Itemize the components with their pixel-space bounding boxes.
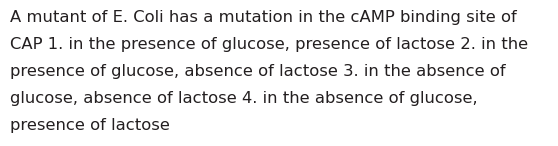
Text: presence of glucose, absence of lactose 3. in the absence of: presence of glucose, absence of lactose … bbox=[10, 64, 506, 79]
Text: presence of lactose: presence of lactose bbox=[10, 118, 170, 133]
Text: glucose, absence of lactose 4. in the absence of glucose,: glucose, absence of lactose 4. in the ab… bbox=[10, 91, 478, 106]
Text: A mutant of E. Coli has a mutation in the cAMP binding site of: A mutant of E. Coli has a mutation in th… bbox=[10, 10, 517, 25]
Text: CAP 1. in the presence of glucose, presence of lactose 2. in the: CAP 1. in the presence of glucose, prese… bbox=[10, 37, 528, 52]
